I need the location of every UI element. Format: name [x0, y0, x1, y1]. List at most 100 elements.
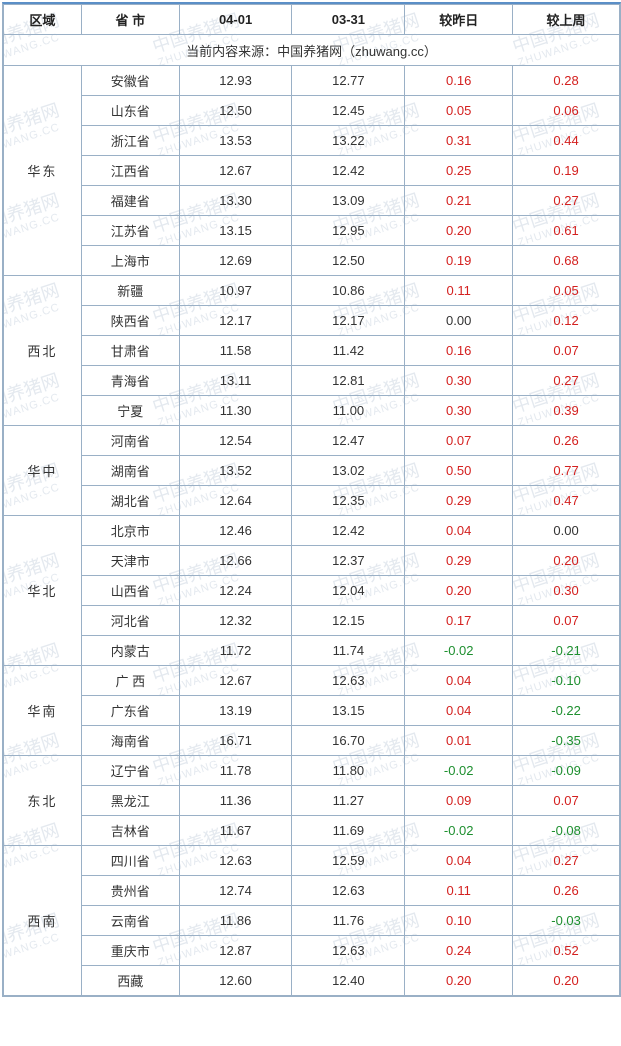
table-row: 陕西省12.1712.170.000.12	[4, 306, 620, 336]
value-d1: 11.72	[179, 636, 292, 666]
value-d1: 12.32	[179, 606, 292, 636]
table-row: 西北新疆10.9710.860.110.05	[4, 276, 620, 306]
delta-yesterday: 0.11	[405, 276, 513, 306]
value-d2: 11.42	[292, 336, 405, 366]
province-cell: 重庆市	[81, 936, 179, 966]
delta-yesterday: 0.20	[405, 966, 513, 996]
province-cell: 广东省	[81, 696, 179, 726]
value-d2: 11.76	[292, 906, 405, 936]
col-date1: 04-01	[179, 5, 292, 35]
value-d2: 11.74	[292, 636, 405, 666]
table-row: 湖北省12.6412.350.290.47	[4, 486, 620, 516]
delta-yesterday: 0.04	[405, 696, 513, 726]
value-d2: 10.86	[292, 276, 405, 306]
province-cell: 陕西省	[81, 306, 179, 336]
price-table: 区域 省 市 04-01 03-31 较昨日 较上周 当前内容来源：中国养猪网（…	[3, 4, 620, 996]
value-d1: 12.67	[179, 666, 292, 696]
value-d2: 12.50	[292, 246, 405, 276]
table-row: 青海省13.1112.810.300.27	[4, 366, 620, 396]
delta-lastweek: -0.21	[513, 636, 620, 666]
delta-lastweek: 0.06	[513, 96, 620, 126]
province-cell: 吉林省	[81, 816, 179, 846]
delta-yesterday: 0.04	[405, 666, 513, 696]
value-d1: 10.97	[179, 276, 292, 306]
value-d2: 12.15	[292, 606, 405, 636]
table-container: 中国养猪网ZHUWANG.CC中国养猪网ZHUWANG.CC中国养猪网ZHUWA…	[2, 2, 621, 997]
value-d2: 12.17	[292, 306, 405, 336]
value-d1: 11.86	[179, 906, 292, 936]
delta-lastweek: 0.20	[513, 966, 620, 996]
value-d1: 12.17	[179, 306, 292, 336]
province-cell: 山东省	[81, 96, 179, 126]
province-cell: 四川省	[81, 846, 179, 876]
province-cell: 海南省	[81, 726, 179, 756]
delta-lastweek: 0.27	[513, 366, 620, 396]
delta-yesterday: 0.24	[405, 936, 513, 966]
value-d2: 12.81	[292, 366, 405, 396]
delta-yesterday: 0.10	[405, 906, 513, 936]
province-cell: 江西省	[81, 156, 179, 186]
value-d1: 16.71	[179, 726, 292, 756]
value-d1: 13.53	[179, 126, 292, 156]
province-cell: 新疆	[81, 276, 179, 306]
table-row: 福建省13.3013.090.210.27	[4, 186, 620, 216]
table-row: 广东省13.1913.150.04-0.22	[4, 696, 620, 726]
region-cell: 东北	[4, 756, 82, 846]
col-vs-yesterday: 较昨日	[405, 5, 513, 35]
table-row: 西藏12.6012.400.200.20	[4, 966, 620, 996]
table-row: 山东省12.5012.450.050.06	[4, 96, 620, 126]
value-d1: 12.54	[179, 426, 292, 456]
delta-yesterday: -0.02	[405, 756, 513, 786]
delta-yesterday: 0.04	[405, 516, 513, 546]
province-cell: 江苏省	[81, 216, 179, 246]
delta-yesterday: 0.19	[405, 246, 513, 276]
delta-lastweek: 0.30	[513, 576, 620, 606]
table-row: 东北辽宁省11.7811.80-0.02-0.09	[4, 756, 620, 786]
delta-lastweek: 0.47	[513, 486, 620, 516]
delta-yesterday: 0.16	[405, 336, 513, 366]
value-d2: 11.69	[292, 816, 405, 846]
delta-yesterday: 0.31	[405, 126, 513, 156]
table-row: 华东安徽省12.9312.770.160.28	[4, 66, 620, 96]
delta-lastweek: 0.52	[513, 936, 620, 966]
delta-lastweek: 0.12	[513, 306, 620, 336]
delta-lastweek: 0.28	[513, 66, 620, 96]
table-row: 山西省12.2412.040.200.30	[4, 576, 620, 606]
region-cell: 华东	[4, 66, 82, 276]
delta-yesterday: 0.50	[405, 456, 513, 486]
value-d2: 12.04	[292, 576, 405, 606]
table-row: 贵州省12.7412.630.110.26	[4, 876, 620, 906]
value-d1: 12.67	[179, 156, 292, 186]
table-body: 华东安徽省12.9312.770.160.28山东省12.5012.450.05…	[4, 66, 620, 996]
value-d1: 13.11	[179, 366, 292, 396]
delta-lastweek: -0.10	[513, 666, 620, 696]
value-d1: 12.60	[179, 966, 292, 996]
province-cell: 天津市	[81, 546, 179, 576]
delta-yesterday: 0.20	[405, 216, 513, 246]
region-cell: 华北	[4, 516, 82, 666]
province-cell: 上海市	[81, 246, 179, 276]
province-cell: 甘肃省	[81, 336, 179, 366]
delta-yesterday: -0.02	[405, 636, 513, 666]
value-d2: 12.63	[292, 666, 405, 696]
value-d2: 11.27	[292, 786, 405, 816]
value-d2: 12.42	[292, 516, 405, 546]
delta-lastweek: 0.20	[513, 546, 620, 576]
table-row: 西南四川省12.6312.590.040.27	[4, 846, 620, 876]
delta-yesterday: 0.07	[405, 426, 513, 456]
delta-lastweek: 0.26	[513, 876, 620, 906]
table-row: 天津市12.6612.370.290.20	[4, 546, 620, 576]
table-row: 吉林省11.6711.69-0.02-0.08	[4, 816, 620, 846]
value-d1: 13.30	[179, 186, 292, 216]
header-row: 区域 省 市 04-01 03-31 较昨日 较上周	[4, 5, 620, 35]
province-cell: 山西省	[81, 576, 179, 606]
delta-lastweek: -0.22	[513, 696, 620, 726]
province-cell: 青海省	[81, 366, 179, 396]
delta-yesterday: 0.20	[405, 576, 513, 606]
value-d1: 12.46	[179, 516, 292, 546]
value-d1: 12.66	[179, 546, 292, 576]
value-d2: 13.15	[292, 696, 405, 726]
value-d2: 12.37	[292, 546, 405, 576]
value-d1: 11.67	[179, 816, 292, 846]
delta-lastweek: -0.08	[513, 816, 620, 846]
